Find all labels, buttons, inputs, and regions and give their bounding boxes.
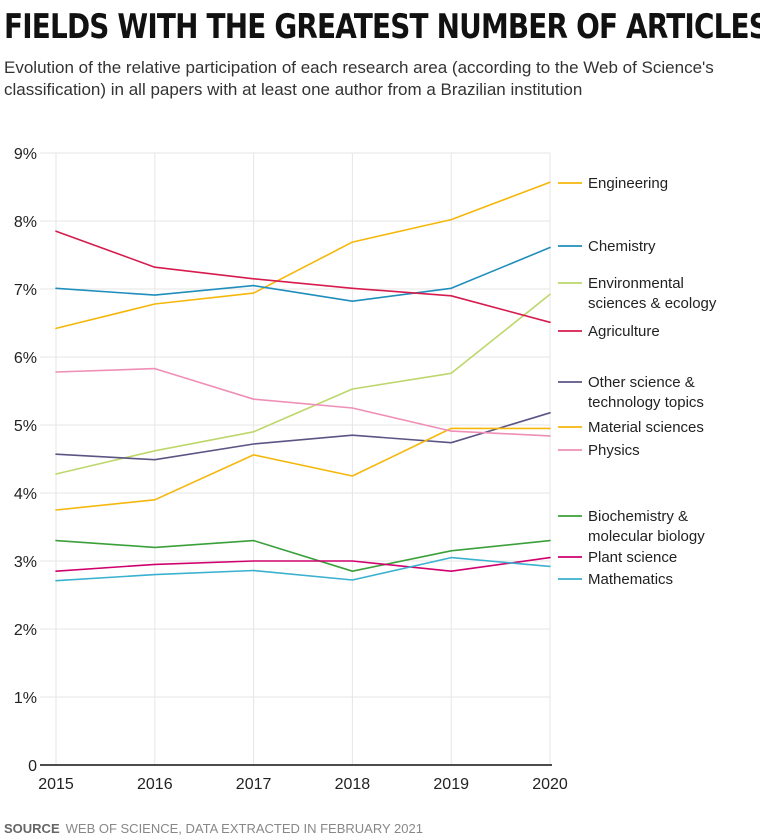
series-line-material-sciences	[55, 427, 551, 511]
legend-label-mathematics: Mathematics	[588, 571, 673, 588]
series-line-environmental-sciences-ecology	[55, 293, 551, 475]
x-tick-label-2018: 2018	[335, 776, 371, 793]
x-tick-label-2019: 2019	[433, 776, 469, 793]
x-tick-label-2020: 2020	[532, 776, 568, 793]
series-line-mathematics	[55, 556, 551, 582]
y-tick-label-4: 4%	[14, 486, 37, 503]
source-note: SOURCE WEB OF SCIENCE, DATA EXTRACTED IN …	[4, 821, 423, 836]
y-tick-label-8: 8%	[14, 214, 37, 231]
chart-subtitle: Evolution of the relative participation …	[4, 58, 714, 99]
source-text: WEB OF SCIENCE, DATA EXTRACTED IN FEBRUA…	[65, 821, 423, 836]
x-tick-label-2017: 2017	[236, 776, 272, 793]
series-line-engineering	[55, 181, 551, 330]
legend-label-chemistry: Chemistry	[588, 238, 656, 255]
y-tick-label-0: 0	[28, 758, 37, 775]
series-line-chemistry	[55, 246, 551, 303]
chart-title: FIELDS WITH THE GREATEST NUMBER OF ARTIC…	[4, 7, 760, 47]
y-tick-label-6: 6%	[14, 350, 37, 367]
legend-label-agriculture: Agriculture	[588, 323, 660, 340]
legend-label-physics: Physics	[588, 442, 640, 459]
series-line-biochemistry-molecular-biology	[55, 539, 551, 573]
y-tick-label-3: 3%	[14, 554, 37, 571]
series-line-plant-science	[55, 556, 551, 573]
y-tick-label-5: 5%	[14, 418, 37, 435]
legend-label-environmental-sciences-ecology: Environmental sciences & ecology	[588, 275, 717, 312]
legend-label-biochemistry-molecular-biology: Biochemistry & molecular biology	[588, 508, 705, 545]
legend-label-engineering: Engineering	[588, 175, 668, 192]
y-tick-label-2: 2%	[14, 622, 37, 639]
legend-label-material-sciences: Material sciences	[588, 419, 704, 436]
y-tick-label-9: 9%	[14, 146, 37, 163]
series-line-agriculture	[55, 230, 551, 324]
legend-label-plant-science: Plant science	[588, 549, 677, 566]
series-line-physics	[55, 367, 551, 437]
series-line-other-science-technology-topics	[55, 411, 551, 461]
x-tick-label-2016: 2016	[137, 776, 173, 793]
y-tick-label-1: 1%	[14, 690, 37, 707]
source-label: SOURCE	[4, 821, 60, 836]
y-tick-label-7: 7%	[14, 282, 37, 299]
x-tick-label-2015: 2015	[38, 776, 74, 793]
legend-label-other-science-technology-topics: Other science & technology topics	[588, 374, 704, 411]
